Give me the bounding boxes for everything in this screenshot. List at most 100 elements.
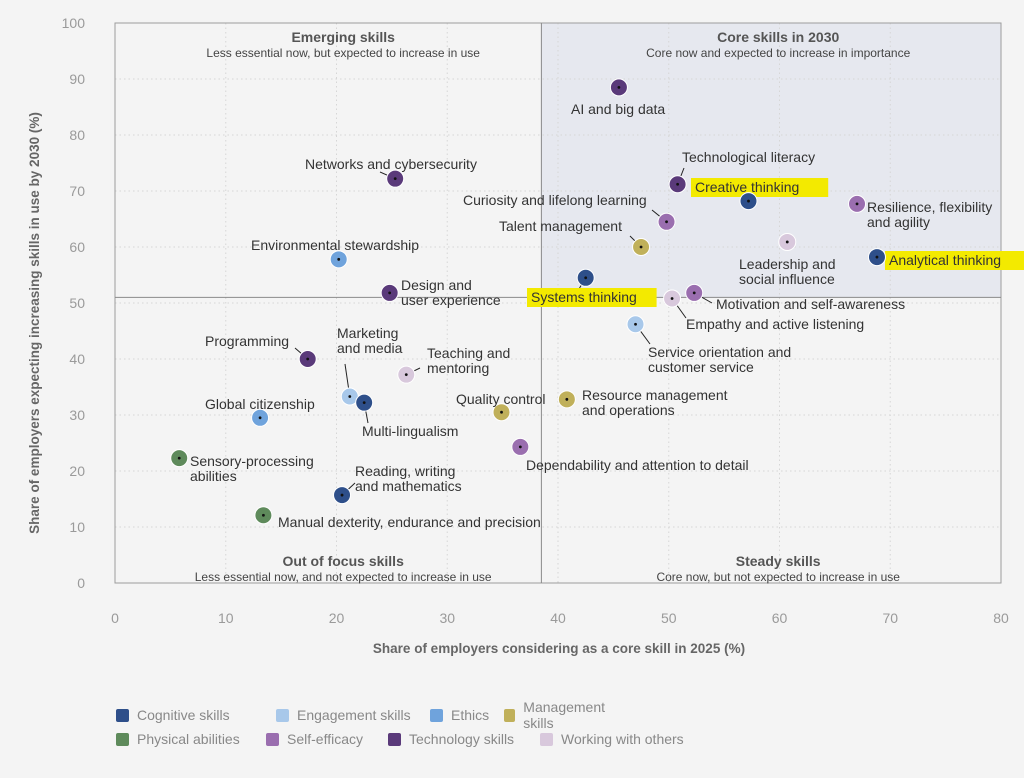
- point-label: Dependability and attention to detail: [526, 457, 749, 473]
- data-point-center: [747, 199, 750, 203]
- legend-swatch: [504, 708, 516, 722]
- x-tick-label: 20: [329, 610, 345, 626]
- y-tick-label: 70: [69, 183, 85, 199]
- point-label: Design and user experience: [401, 277, 501, 308]
- data-point-center: [785, 240, 789, 244]
- point-label: Resilience, flexibility and agility: [867, 199, 992, 230]
- legend-row-1: Cognitive skills Engagement skills Ethics M…: [116, 699, 756, 731]
- y-tick-label: 0: [77, 575, 85, 591]
- quadrant-subtitle-bottom-left: Less essential now, and not expected to …: [195, 570, 492, 584]
- data-point-center: [565, 397, 569, 401]
- point-label: Analytical thinking: [889, 252, 1001, 268]
- data-point-center: [404, 373, 408, 377]
- data-point-center: [692, 291, 696, 295]
- point-label: Service orientation and customer service: [648, 344, 791, 375]
- point-label: Empathy and active listening: [686, 316, 864, 332]
- legend-swatch: [430, 708, 443, 722]
- data-point-center: [177, 456, 181, 460]
- quadrant-title-bottom-left: Out of focus skills: [283, 553, 405, 569]
- point-label: Reading, writing and mathematics: [355, 463, 462, 494]
- data-point-center: [634, 322, 637, 326]
- data-point-center: [584, 276, 588, 280]
- legend-swatch: [116, 732, 129, 746]
- data-point-center: [670, 297, 674, 300]
- y-tick-label: 80: [69, 127, 85, 143]
- legend-label: Technology skills: [409, 731, 515, 747]
- y-axis-title: Share of employers expecting increasing …: [27, 112, 42, 534]
- quadrant-title-bottom-right: Steady skills: [736, 553, 821, 569]
- x-tick-label: 0: [111, 610, 119, 626]
- label-highlight: [527, 288, 657, 307]
- y-tick-label: 50: [69, 295, 85, 311]
- legend-label: Ethics: [451, 707, 490, 723]
- point-label: Multi-lingualism: [362, 423, 458, 439]
- legend-item: Physical abilities: [116, 731, 266, 747]
- y-tick-label: 90: [69, 71, 85, 87]
- point-label: Curiosity and lifelong learning: [463, 192, 647, 208]
- data-point-center: [337, 257, 341, 261]
- x-tick-label: 30: [439, 610, 455, 626]
- point-label: Networks and cybersecurity: [305, 156, 477, 172]
- quadrant-title-top-right: Core skills in 2030: [717, 29, 839, 45]
- point-label: Talent management: [499, 218, 622, 234]
- data-point-center: [875, 255, 879, 259]
- legend-row-2: Physical abilities Self-efficacy Technolog…: [116, 727, 756, 751]
- legend-label: Self-efficacy: [287, 731, 363, 747]
- data-point-center: [518, 445, 522, 449]
- y-tick-label: 40: [69, 351, 85, 367]
- data-point-center: [665, 220, 668, 224]
- label-highlight: [885, 251, 1024, 270]
- x-tick-label: 50: [661, 610, 677, 626]
- scatter-chart: 0 10 20 30 40 50 60 70 80 90 100 0 10 20 30 40 50 60 70 80 S…: [27, 15, 1024, 656]
- point-label: Sensory-processing abilities: [190, 453, 314, 484]
- quadrant-subtitle-top-left: Less essential now, but expected to incr…: [206, 46, 480, 60]
- y-tick-label: 20: [69, 463, 85, 479]
- legend-label: Cognitive skills: [137, 707, 230, 723]
- legend-swatch: [388, 732, 401, 746]
- legend-item: Working with others: [540, 731, 690, 747]
- data-point-center: [262, 513, 265, 517]
- point-label: AI and big data: [571, 101, 665, 117]
- quadrant-subtitle-bottom-right: Core now, but not expected to increase i…: [656, 570, 900, 584]
- point-label: Resource management and operations: [582, 387, 728, 418]
- legend-item: Self-efficacy: [266, 731, 388, 747]
- point-label: Teaching and mentoring: [427, 345, 510, 376]
- data-point-center: [617, 86, 621, 89]
- legend-item: Ethics: [430, 707, 504, 723]
- data-point-center: [388, 291, 392, 295]
- data-point-center: [340, 493, 344, 497]
- data-point-center: [639, 245, 643, 249]
- plot-border: [114, 22, 1002, 584]
- legend-label: Engagement skills: [297, 707, 411, 723]
- point-label: Technological literacy: [682, 149, 815, 165]
- point-label: Quality control: [456, 391, 545, 407]
- legend-swatch: [276, 708, 289, 722]
- point-label: Creative thinking: [695, 179, 799, 195]
- data-point-center: [362, 401, 366, 405]
- point-label: Systems thinking: [531, 289, 637, 305]
- x-axis-title: Share of employers considering as a core…: [373, 641, 745, 656]
- legend: Cognitive skills Engagement skills Ethics M…: [116, 699, 756, 751]
- legend-label: Working with others: [561, 731, 684, 747]
- x-tick-label: 70: [882, 610, 898, 626]
- data-point-center: [676, 182, 680, 186]
- data-point-center: [258, 416, 262, 420]
- point-label: Motivation and self-awareness: [716, 296, 905, 312]
- point-label: Marketing and media: [337, 325, 403, 356]
- x-tick-label: 40: [550, 610, 566, 626]
- point-label: Manual dexterity, endurance and precisio…: [278, 514, 541, 530]
- x-tick-label: 60: [772, 610, 788, 626]
- point-label: Global citizenship: [205, 396, 315, 412]
- data-point-center: [393, 177, 397, 181]
- data-point-center: [306, 357, 310, 361]
- quadrant-title-top-left: Emerging skills: [291, 29, 395, 45]
- legend-item: Cognitive skills: [116, 707, 276, 723]
- y-tick-label: 10: [69, 519, 85, 535]
- y-tick-label: 100: [62, 15, 86, 31]
- x-tick-label: 80: [993, 610, 1009, 626]
- point-label: Environmental stewardship: [251, 237, 419, 253]
- label-highlight: [691, 178, 829, 197]
- data-point-center: [348, 395, 352, 398]
- y-tick-label: 30: [69, 407, 85, 423]
- legend-swatch: [116, 708, 129, 722]
